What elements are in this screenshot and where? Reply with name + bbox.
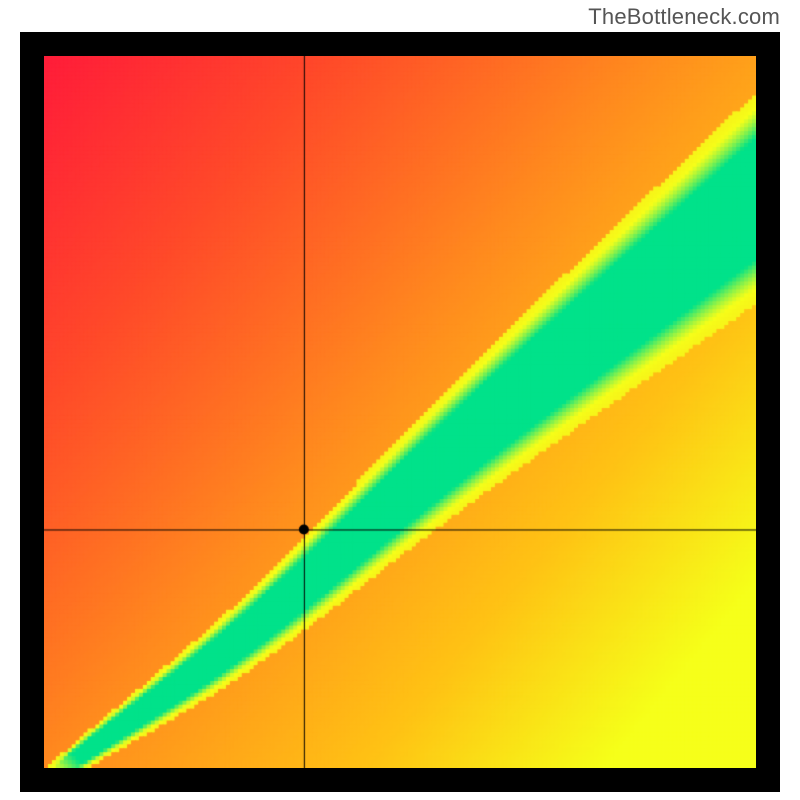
crosshair-overlay — [44, 56, 756, 768]
root: TheBottleneck.com — [0, 0, 800, 800]
watermark-text: TheBottleneck.com — [588, 4, 780, 30]
